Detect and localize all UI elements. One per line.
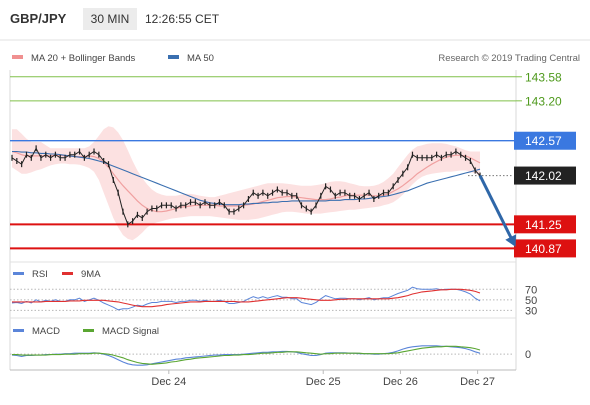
rsi-legend-swatch — [13, 272, 24, 275]
support-label-5: 140.87 — [525, 242, 562, 256]
research-credit: Research © 2019 Trading Central — [438, 53, 580, 64]
forecast-arrow-shaft — [478, 174, 516, 245]
resistance-label-1: 143.20 — [525, 94, 562, 108]
price-panel: 143.58 143.20 142.57 142.02 141.25 140.87 — [10, 70, 576, 258]
support-tag-5 — [514, 239, 576, 258]
ma20-line — [11, 150, 481, 213]
ma20-legend-label: MA 20 + Bollinger Bands — [31, 53, 136, 64]
ma50-legend-swatch — [168, 55, 179, 59]
rsi-ma-legend-swatch — [62, 272, 73, 275]
rsi-ma-legend-label: 9MA — [81, 269, 101, 280]
clock-label: 12:26:55 CET — [145, 12, 220, 26]
current-price-label: 142.02 — [525, 169, 562, 183]
rsi-level-label-2: 30 — [525, 305, 537, 317]
symbol-label: GBP/JPY — [10, 11, 67, 26]
rsi-legend-label: RSI — [32, 269, 48, 280]
macd-panel: 0 — [10, 345, 531, 366]
price-line — [11, 147, 481, 226]
timeframe-box[interactable] — [83, 8, 137, 30]
x-tick-label-3: Dec 27 — [460, 376, 495, 388]
macd-legend-label: MACD — [32, 326, 60, 337]
timeframe-label[interactable]: 30 MIN — [91, 12, 130, 26]
forecast-arrow-head — [505, 234, 517, 247]
rsi-level-label-1: 50 — [525, 295, 537, 307]
x-tick-label-0: Dec 24 — [151, 376, 186, 388]
rsi-level-label-0: 70 — [525, 284, 537, 296]
macd-line — [11, 345, 481, 366]
x-tick-label-2: Dec 26 — [383, 376, 418, 388]
ma50-legend-label: MA 50 — [187, 53, 214, 64]
rsi-line — [11, 286, 481, 311]
bollinger-band — [12, 126, 480, 241]
macd-zero-label: 0 — [525, 349, 531, 361]
ma50-line — [12, 150, 481, 206]
resistance-label-0: 143.58 — [525, 70, 562, 84]
macd-signal-legend-label: MACD Signal — [102, 326, 159, 337]
macd-signal-legend-swatch — [83, 329, 94, 332]
x-axis: Dec 24 Dec 25 Dec 26 Dec 27 — [151, 370, 495, 388]
current-price-tag — [514, 166, 576, 185]
macd-legend-swatch — [13, 329, 24, 332]
macd-signal-line — [12, 345, 481, 365]
pivot-tag-2 — [514, 131, 576, 150]
rsi-ma-line — [12, 288, 481, 308]
support-tag-4 — [514, 215, 576, 234]
ma20-legend-swatch — [12, 55, 23, 59]
pivot-label-2: 142.57 — [525, 134, 562, 148]
support-label-4: 141.25 — [525, 218, 562, 232]
x-tick-label-1: Dec 25 — [306, 376, 341, 388]
